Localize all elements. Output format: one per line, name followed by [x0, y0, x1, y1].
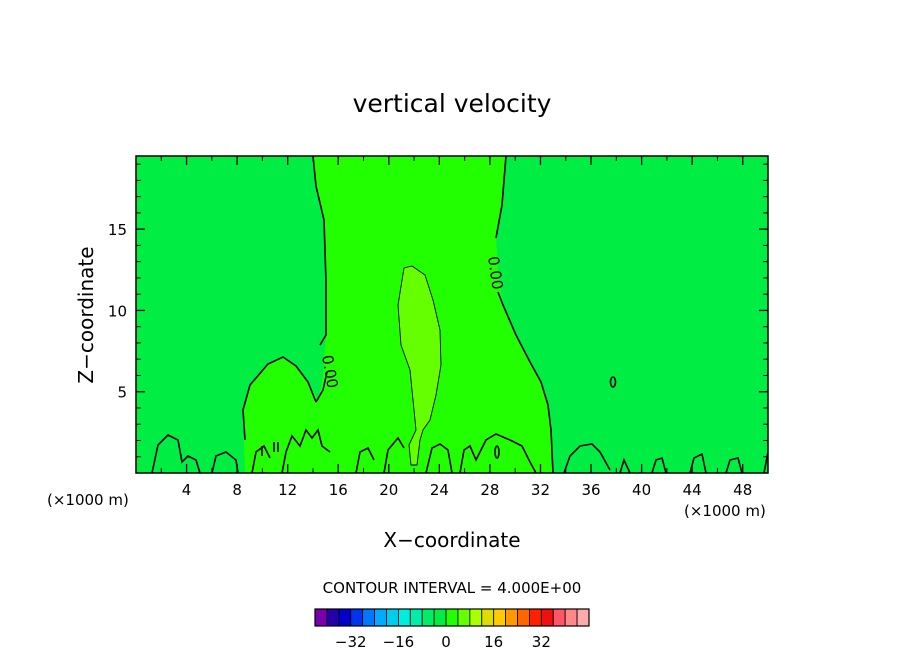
contour-interval-text: CONTOUR INTERVAL = 4.000E+00 [323, 579, 582, 597]
colorbar-swatch [314, 608, 328, 627]
x-tick-label: 12 [278, 481, 297, 499]
y-axis: 5 10 15 [108, 163, 768, 458]
plot-area: 0.00 0.00 [136, 156, 768, 473]
x-axis-label: X−coordinate [383, 528, 520, 552]
chart-title: vertical velocity [353, 89, 552, 118]
colorbar-swatch [326, 608, 340, 627]
contour-line-right [495, 156, 554, 473]
x-tick-label: 44 [683, 481, 702, 499]
colorbar-swatch [350, 608, 364, 627]
x-tick-label: 16 [329, 481, 348, 499]
colorbar-swatch [481, 608, 495, 627]
y-tick-label: 5 [117, 384, 127, 402]
x-tick-label: 8 [232, 481, 242, 499]
x-tick-label: 36 [581, 481, 600, 499]
colorbar-swatch [445, 608, 459, 627]
contour-line-left [242, 156, 328, 441]
colorbar-tick-label: −16 [383, 633, 415, 651]
contour-cell-small [494, 445, 500, 459]
contour-label-right: 0.00 [484, 255, 506, 291]
colorbar-swatch [529, 608, 542, 627]
colorbar-tick-label: 32 [532, 633, 551, 651]
colorbar-swatch [409, 608, 423, 627]
core-region [398, 266, 441, 465]
left-lobe-region [243, 357, 327, 473]
colorbar-swatch [517, 608, 530, 627]
colorbar-swatch [576, 608, 590, 627]
colorbar-swatch [457, 608, 471, 627]
x-tick-label: 24 [430, 481, 449, 499]
colorbar-swatch [505, 608, 518, 627]
x-tick-label: 20 [379, 481, 398, 499]
colorbar-swatch [362, 608, 375, 627]
x-tick-label: 4 [182, 481, 192, 499]
x-axis: 4 8 12 16 20 24 28 32 36 40 44 48 [160, 156, 752, 499]
colorbar-swatch [540, 608, 554, 627]
colorbar-swatch [552, 608, 566, 627]
contour-cell-left [261, 442, 279, 456]
contour-label-left: 0.00 [318, 354, 342, 390]
colorbar-tick-label: 0 [441, 633, 451, 651]
colorbar-tick-label: 16 [484, 633, 503, 651]
x-tick-label: 28 [480, 481, 499, 499]
colorbar-tick-label: −32 [335, 633, 367, 651]
contour-lines [151, 156, 768, 473]
y-axis-label: Z−coordinate [74, 246, 98, 383]
y-tick-label: 10 [108, 302, 127, 320]
contour-line-surface [151, 428, 768, 473]
y-tick-label: 15 [108, 221, 127, 239]
colorbar-swatch [493, 608, 507, 627]
colorbar-swatch [433, 608, 447, 627]
x-tick-label: 32 [531, 481, 550, 499]
colorbar: −32 −16 0 16 32 [314, 608, 590, 651]
colorbar-swatch [374, 608, 387, 627]
colorbar-swatch [338, 608, 352, 627]
x-unit-right: (×1000 m) [684, 502, 766, 520]
colorbar-frame [314, 608, 590, 627]
x-tick-label: 40 [632, 481, 651, 499]
x-tick-label: 48 [733, 481, 752, 499]
colorbar-swatch [397, 608, 411, 627]
x-unit-left: (×1000 m) [47, 491, 129, 509]
colorbar-swatch [469, 608, 483, 627]
colorbar-swatch [421, 608, 435, 627]
plot-frame [135, 155, 769, 474]
colorbar-swatch [564, 608, 578, 627]
colorbar-swatch [386, 608, 399, 627]
contour-line-core [397, 265, 442, 466]
contour-cell-right [609, 376, 617, 388]
